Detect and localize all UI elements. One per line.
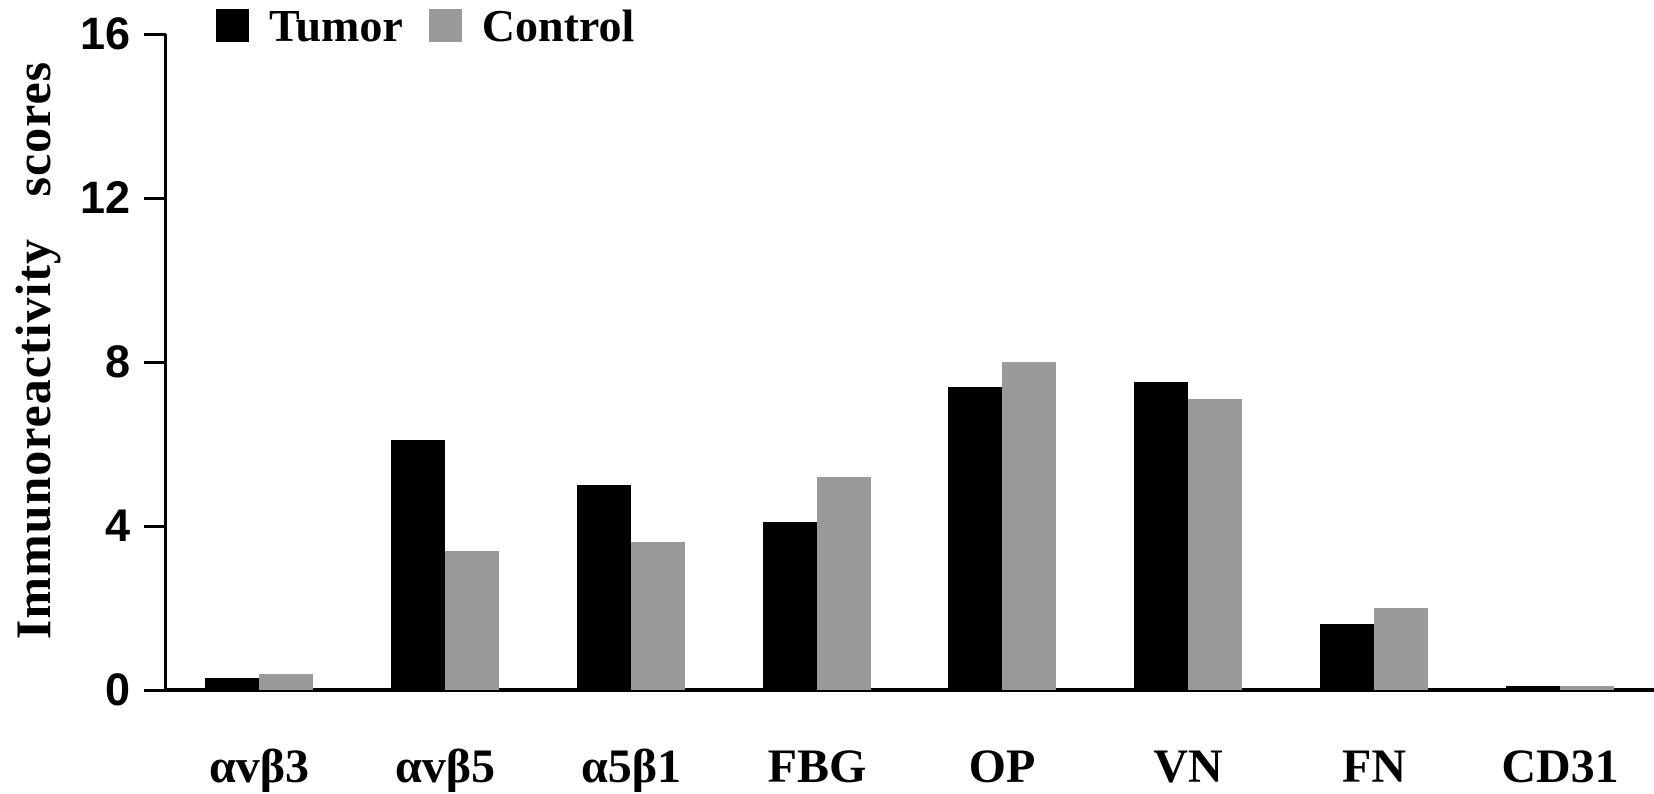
y-tick-label: 8 <box>104 336 130 387</box>
legend-label-tumor: Tumor <box>269 0 403 51</box>
bar-tumor-αvβ5 <box>391 440 445 690</box>
bar-control-OP <box>1002 362 1056 690</box>
y-tick-label: 16 <box>79 8 130 59</box>
y-tick-label: 12 <box>79 172 130 223</box>
y-tick-label: 4 <box>104 500 130 551</box>
legend-swatch-control <box>428 8 462 42</box>
x-category-label: FBG <box>767 740 867 793</box>
y-tick-mark <box>144 33 166 36</box>
y-tick-label: 0 <box>104 664 130 715</box>
x-category-label: αvβ3 <box>208 740 310 793</box>
x-category-label: αvβ5 <box>394 740 496 793</box>
bar-tumor-VN <box>1134 382 1188 690</box>
bar-tumor-αvβ3 <box>205 678 259 690</box>
x-axis-line <box>164 688 1654 692</box>
bar-control-FN <box>1374 608 1428 690</box>
x-category-label: OP <box>968 740 1036 793</box>
bar-control-FBG <box>817 477 871 690</box>
x-category-label: α5β1 <box>580 740 682 793</box>
bar-tumor-CD31 <box>1506 686 1560 690</box>
y-tick-mark <box>144 361 166 364</box>
y-tick-mark <box>144 525 166 528</box>
x-category-label: VN <box>1153 740 1223 793</box>
x-category-label: CD31 <box>1501 740 1619 793</box>
bar-tumor-FBG <box>763 522 817 690</box>
bar-control-α5β1 <box>631 542 685 690</box>
x-category-label: FN <box>1342 740 1406 793</box>
bar-control-αvβ5 <box>445 551 499 690</box>
legend-swatch-tumor <box>216 8 249 42</box>
y-tick-mark <box>144 197 166 200</box>
bar-tumor-FN <box>1320 624 1374 690</box>
legend-label-control: Control <box>481 0 635 51</box>
bar-tumor-α5β1 <box>577 485 631 690</box>
bar-control-αvβ3 <box>259 674 313 690</box>
bar-control-CD31 <box>1560 686 1614 690</box>
bar-control-VN <box>1188 399 1242 690</box>
legend: Tumor Control <box>216 0 640 51</box>
y-tick-mark <box>144 689 166 692</box>
bar-tumor-OP <box>948 387 1002 690</box>
